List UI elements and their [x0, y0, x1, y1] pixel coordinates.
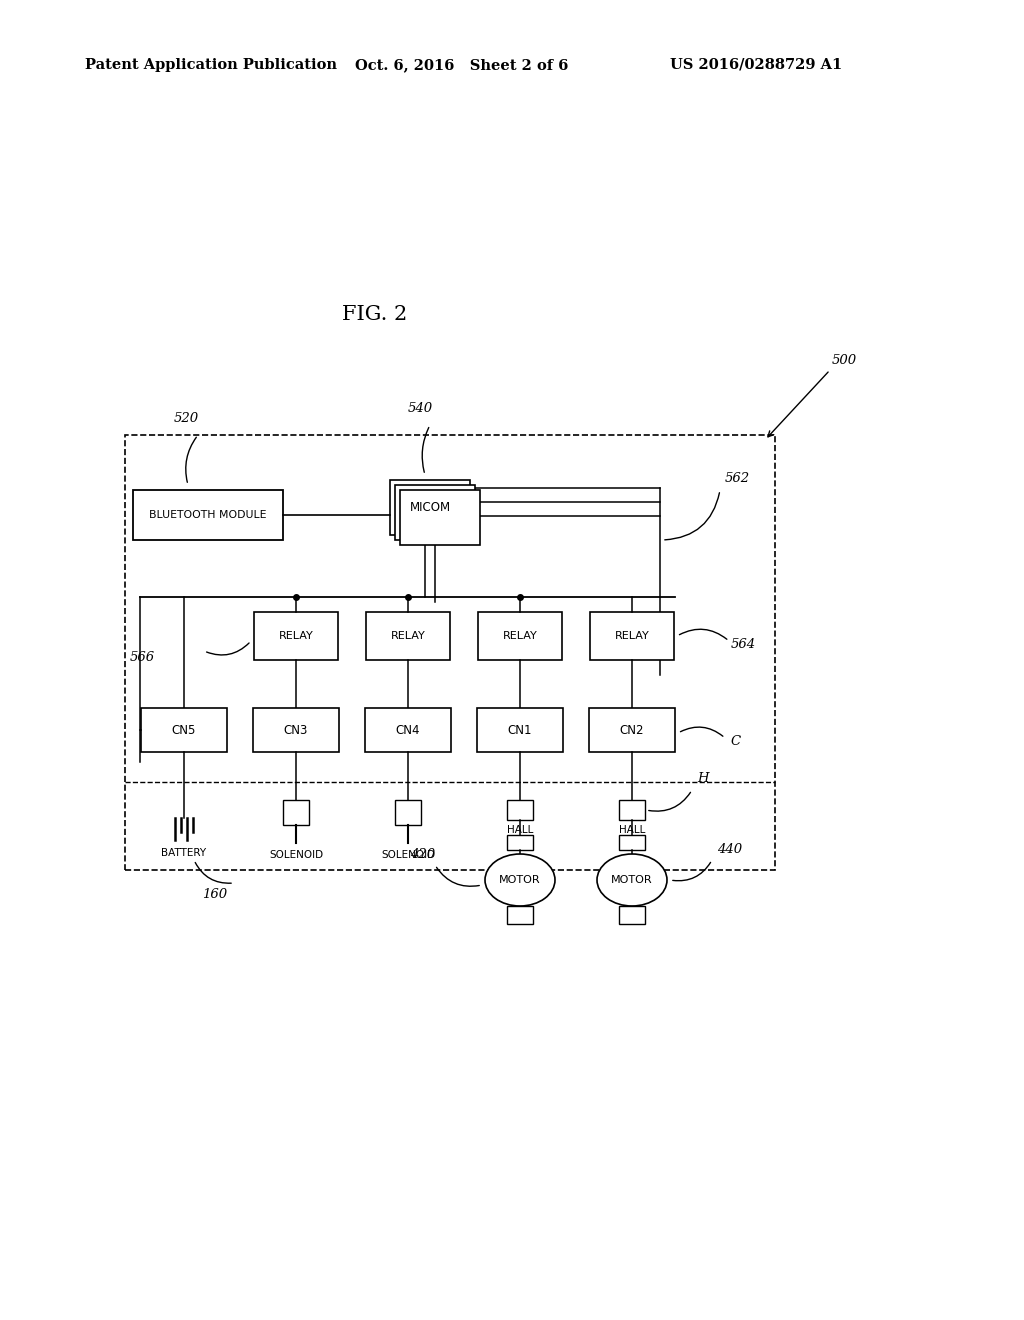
- Text: MICOM: MICOM: [410, 502, 451, 513]
- Text: SOLENOID: SOLENOID: [269, 850, 323, 861]
- Bar: [618, 836, 645, 850]
- Bar: [507, 906, 534, 924]
- Text: RELAY: RELAY: [390, 631, 425, 642]
- Text: SOLENOID: SOLENOID: [381, 850, 435, 861]
- Text: FIG. 2: FIG. 2: [342, 305, 408, 325]
- Bar: [141, 708, 227, 752]
- Bar: [283, 800, 309, 825]
- Text: 440: 440: [717, 843, 742, 855]
- Text: 540: 540: [408, 403, 432, 414]
- Bar: [365, 708, 451, 752]
- Text: CN3: CN3: [284, 723, 308, 737]
- Bar: [507, 800, 534, 820]
- Text: 520: 520: [173, 412, 199, 425]
- Text: 566: 566: [130, 651, 155, 664]
- Bar: [133, 490, 283, 540]
- Text: HALL: HALL: [507, 825, 534, 836]
- Bar: [253, 708, 339, 752]
- Bar: [477, 708, 563, 752]
- Text: BATTERY: BATTERY: [162, 847, 207, 858]
- Text: 420: 420: [410, 847, 435, 861]
- Text: CN4: CN4: [395, 723, 420, 737]
- Text: BLUETOOTH MODULE: BLUETOOTH MODULE: [150, 510, 266, 520]
- Bar: [618, 800, 645, 820]
- Text: MOTOR: MOTOR: [611, 875, 653, 884]
- Text: MOTOR: MOTOR: [499, 875, 541, 884]
- Text: HALL: HALL: [618, 825, 645, 836]
- Text: 564: 564: [731, 638, 756, 651]
- Bar: [590, 612, 674, 660]
- Bar: [618, 906, 645, 924]
- Text: US 2016/0288729 A1: US 2016/0288729 A1: [670, 58, 843, 73]
- Bar: [254, 612, 338, 660]
- Bar: [395, 484, 475, 540]
- Text: CN2: CN2: [620, 723, 644, 737]
- Text: RELAY: RELAY: [279, 631, 313, 642]
- Bar: [125, 436, 775, 870]
- Text: H: H: [697, 772, 709, 785]
- Text: CN5: CN5: [172, 723, 197, 737]
- Bar: [390, 480, 470, 535]
- Bar: [478, 612, 562, 660]
- Text: RELAY: RELAY: [614, 631, 649, 642]
- Text: C: C: [730, 735, 740, 748]
- Ellipse shape: [485, 854, 555, 906]
- Bar: [507, 836, 534, 850]
- Bar: [589, 708, 675, 752]
- Bar: [366, 612, 450, 660]
- Ellipse shape: [597, 854, 667, 906]
- Text: CN1: CN1: [508, 723, 532, 737]
- Text: Patent Application Publication: Patent Application Publication: [85, 58, 337, 73]
- Text: RELAY: RELAY: [503, 631, 538, 642]
- Text: 160: 160: [202, 888, 227, 902]
- Bar: [400, 490, 480, 545]
- Text: 562: 562: [725, 473, 751, 484]
- Bar: [395, 800, 421, 825]
- Text: 500: 500: [831, 354, 857, 367]
- Text: Oct. 6, 2016   Sheet 2 of 6: Oct. 6, 2016 Sheet 2 of 6: [355, 58, 568, 73]
